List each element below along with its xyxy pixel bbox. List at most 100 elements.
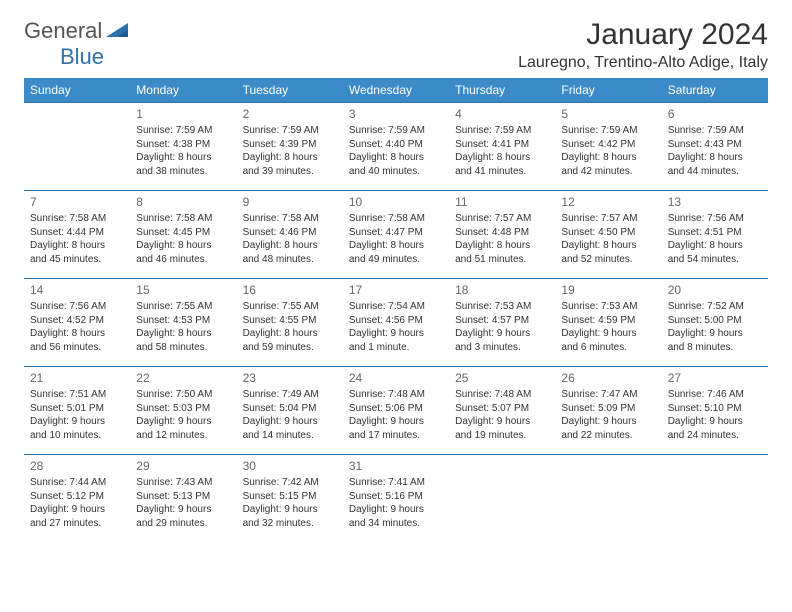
day-info-line: Daylight: 9 hours [349, 327, 443, 341]
calendar-cell: 19Sunrise: 7:53 AMSunset: 4:59 PMDayligh… [555, 279, 661, 367]
day-info-line: Sunset: 4:43 PM [668, 138, 762, 152]
location-text: Lauregno, Trentino-Alto Adige, Italy [518, 54, 768, 72]
calendar-cell: 13Sunrise: 7:56 AMSunset: 4:51 PMDayligh… [662, 191, 768, 279]
day-info-line: Daylight: 8 hours [349, 151, 443, 165]
day-number: 29 [136, 458, 230, 474]
day-info-line: Sunrise: 7:43 AM [136, 476, 230, 490]
day-info-line: Sunrise: 7:53 AM [561, 300, 655, 314]
day-number: 21 [30, 370, 124, 386]
day-info-line: Sunrise: 7:59 AM [561, 124, 655, 138]
calendar-cell: 26Sunrise: 7:47 AMSunset: 5:09 PMDayligh… [555, 367, 661, 455]
calendar-row: 21Sunrise: 7:51 AMSunset: 5:01 PMDayligh… [24, 367, 768, 455]
calendar-row: 1Sunrise: 7:59 AMSunset: 4:38 PMDaylight… [24, 103, 768, 191]
day-info-line: Sunrise: 7:42 AM [243, 476, 337, 490]
day-number: 11 [455, 194, 549, 210]
day-info-line: Sunrise: 7:55 AM [243, 300, 337, 314]
day-info-line: Daylight: 9 hours [668, 415, 762, 429]
calendar-cell: 7Sunrise: 7:58 AMSunset: 4:44 PMDaylight… [24, 191, 130, 279]
day-info-line: Sunset: 4:47 PM [349, 226, 443, 240]
calendar-cell: 11Sunrise: 7:57 AMSunset: 4:48 PMDayligh… [449, 191, 555, 279]
day-info-line: and 6 minutes. [561, 341, 655, 355]
day-info-line: Daylight: 9 hours [349, 415, 443, 429]
day-number: 1 [136, 106, 230, 122]
weekday-header: Monday [130, 78, 236, 103]
day-number: 17 [349, 282, 443, 298]
day-info-line: and 42 minutes. [561, 165, 655, 179]
day-info-line: Sunset: 5:04 PM [243, 402, 337, 416]
calendar-cell: 16Sunrise: 7:55 AMSunset: 4:55 PMDayligh… [237, 279, 343, 367]
day-info-line: Sunset: 5:03 PM [136, 402, 230, 416]
day-info-line: Sunset: 5:15 PM [243, 490, 337, 504]
day-info-line: Sunset: 4:50 PM [561, 226, 655, 240]
day-info-line: Daylight: 9 hours [349, 503, 443, 517]
day-info-line: Sunrise: 7:59 AM [136, 124, 230, 138]
day-number: 12 [561, 194, 655, 210]
day-info-line: Daylight: 8 hours [561, 239, 655, 253]
day-info-line: Sunset: 5:16 PM [349, 490, 443, 504]
logo-text-part2: Blue [60, 44, 104, 69]
triangle-icon [106, 21, 128, 42]
day-info-line: Sunrise: 7:50 AM [136, 388, 230, 402]
calendar-row: 14Sunrise: 7:56 AMSunset: 4:52 PMDayligh… [24, 279, 768, 367]
day-info-line: Daylight: 9 hours [455, 327, 549, 341]
calendar-cell: 2Sunrise: 7:59 AMSunset: 4:39 PMDaylight… [237, 103, 343, 191]
day-info-line: and 56 minutes. [30, 341, 124, 355]
calendar-cell: 14Sunrise: 7:56 AMSunset: 4:52 PMDayligh… [24, 279, 130, 367]
calendar-cell: 24Sunrise: 7:48 AMSunset: 5:06 PMDayligh… [343, 367, 449, 455]
day-info-line: and 46 minutes. [136, 253, 230, 267]
calendar-cell-empty [449, 455, 555, 543]
header: General Blue January 2024 Lauregno, Tren… [24, 18, 768, 72]
day-info-line: and 19 minutes. [455, 429, 549, 443]
calendar-cell: 8Sunrise: 7:58 AMSunset: 4:45 PMDaylight… [130, 191, 236, 279]
day-info-line: Sunrise: 7:58 AM [349, 212, 443, 226]
day-info-line: Daylight: 9 hours [561, 415, 655, 429]
day-info-line: Sunset: 4:56 PM [349, 314, 443, 328]
day-info-line: Daylight: 9 hours [136, 415, 230, 429]
day-info-line: and 40 minutes. [349, 165, 443, 179]
day-info-line: Sunset: 5:09 PM [561, 402, 655, 416]
day-number: 23 [243, 370, 337, 386]
day-info-line: Sunset: 5:13 PM [136, 490, 230, 504]
day-info-line: Sunrise: 7:59 AM [668, 124, 762, 138]
day-number: 5 [561, 106, 655, 122]
day-info-line: Sunrise: 7:58 AM [243, 212, 337, 226]
day-info-line: Sunrise: 7:48 AM [349, 388, 443, 402]
day-number: 7 [30, 194, 124, 210]
day-info-line: Sunrise: 7:56 AM [30, 300, 124, 314]
day-info-line: Sunset: 4:51 PM [668, 226, 762, 240]
day-info-line: and 22 minutes. [561, 429, 655, 443]
day-info-line: and 14 minutes. [243, 429, 337, 443]
day-number: 10 [349, 194, 443, 210]
day-info-line: Sunset: 5:12 PM [30, 490, 124, 504]
day-info-line: Sunset: 5:06 PM [349, 402, 443, 416]
day-info-line: Sunset: 4:45 PM [136, 226, 230, 240]
day-info-line: and 17 minutes. [349, 429, 443, 443]
day-info-line: and 24 minutes. [668, 429, 762, 443]
day-number: 25 [455, 370, 549, 386]
day-info-line: Daylight: 8 hours [243, 239, 337, 253]
weekday-header-row: SundayMondayTuesdayWednesdayThursdayFrid… [24, 78, 768, 103]
calendar-cell: 23Sunrise: 7:49 AMSunset: 5:04 PMDayligh… [237, 367, 343, 455]
calendar-cell: 20Sunrise: 7:52 AMSunset: 5:00 PMDayligh… [662, 279, 768, 367]
day-info-line: Daylight: 9 hours [30, 503, 124, 517]
day-info-line: Sunset: 5:01 PM [30, 402, 124, 416]
calendar-cell: 17Sunrise: 7:54 AMSunset: 4:56 PMDayligh… [343, 279, 449, 367]
day-number: 20 [668, 282, 762, 298]
day-number: 16 [243, 282, 337, 298]
title-block: January 2024 Lauregno, Trentino-Alto Adi… [518, 18, 768, 72]
calendar-cell: 28Sunrise: 7:44 AMSunset: 5:12 PMDayligh… [24, 455, 130, 543]
day-info-line: Sunset: 4:46 PM [243, 226, 337, 240]
day-info-line: and 39 minutes. [243, 165, 337, 179]
day-info-line: Daylight: 8 hours [243, 327, 337, 341]
day-info-line: and 58 minutes. [136, 341, 230, 355]
day-info-line: Daylight: 8 hours [349, 239, 443, 253]
day-info-line: Daylight: 9 hours [243, 503, 337, 517]
day-info-line: Sunrise: 7:58 AM [136, 212, 230, 226]
day-number: 2 [243, 106, 337, 122]
calendar-cell-empty [555, 455, 661, 543]
weekday-header: Wednesday [343, 78, 449, 103]
day-info-line: Sunset: 5:10 PM [668, 402, 762, 416]
calendar-cell: 30Sunrise: 7:42 AMSunset: 5:15 PMDayligh… [237, 455, 343, 543]
day-info-line: Sunrise: 7:56 AM [668, 212, 762, 226]
day-info-line: and 45 minutes. [30, 253, 124, 267]
